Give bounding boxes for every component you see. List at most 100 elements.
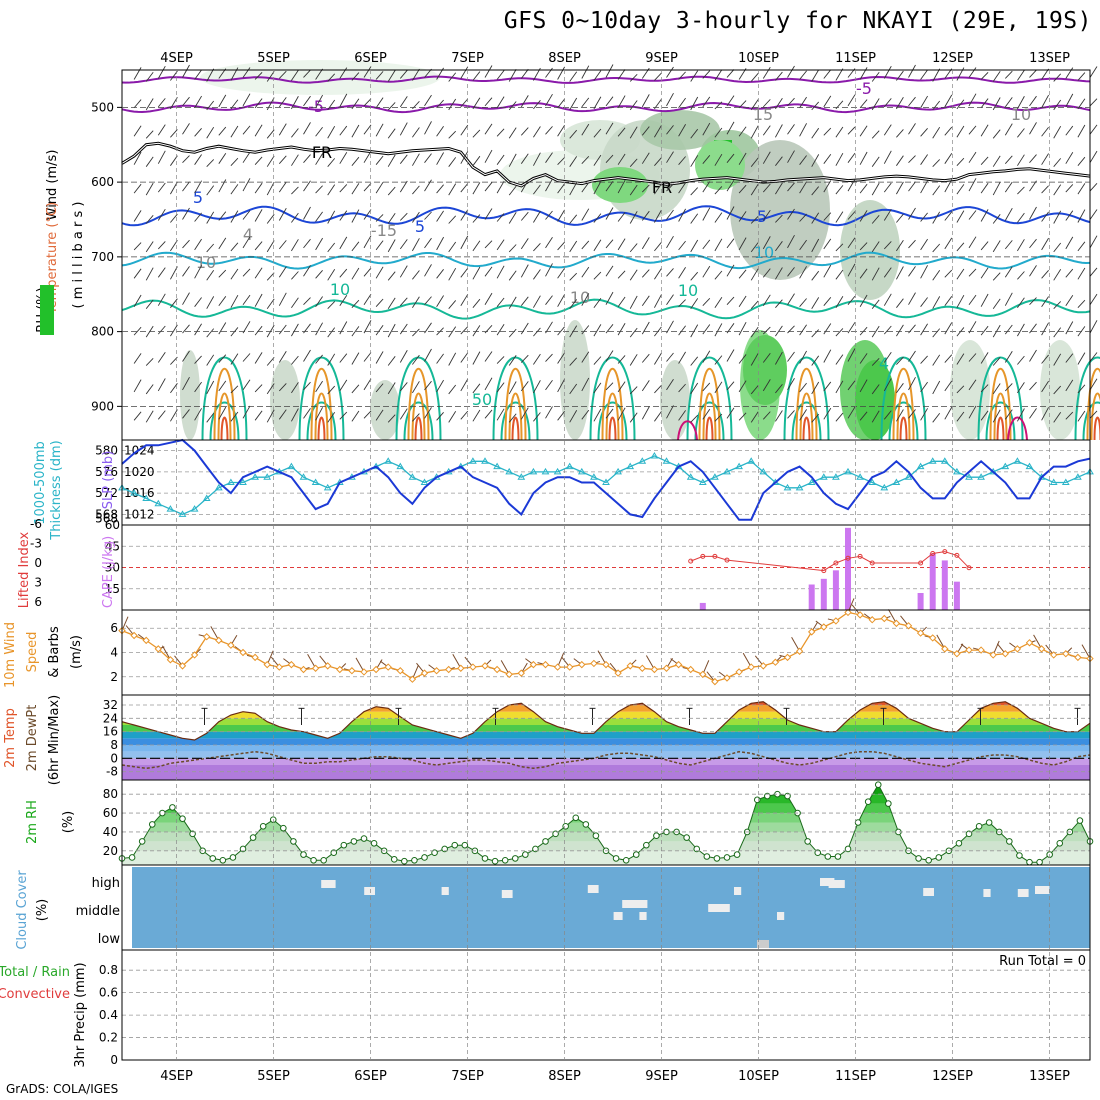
wind-barb bbox=[629, 327, 638, 338]
thk-point-56 bbox=[795, 483, 804, 491]
wind-barb bbox=[387, 154, 396, 167]
rh-point-40 bbox=[522, 851, 529, 858]
wind-point-48 bbox=[699, 670, 707, 679]
wind-barb bbox=[932, 354, 941, 366]
wind-barb bbox=[1041, 270, 1049, 279]
wind-barb bbox=[399, 96, 408, 108]
wind-barb bbox=[484, 240, 493, 249]
wind-barb bbox=[157, 293, 166, 306]
warm-column-7-0 bbox=[888, 401, 919, 441]
thk-point-23 bbox=[396, 462, 405, 470]
cape-tick-45: 45 bbox=[105, 539, 120, 553]
wind-barb bbox=[230, 385, 239, 394]
wind-point-38 bbox=[578, 660, 586, 669]
wind-point-74 bbox=[1013, 645, 1022, 653]
wind-barb bbox=[1029, 206, 1037, 220]
wind-barb bbox=[351, 267, 360, 280]
wind-point-19 bbox=[348, 667, 356, 675]
wind-barb bbox=[351, 72, 360, 81]
wind-barb bbox=[883, 124, 892, 136]
wind-barb bbox=[1089, 320, 1098, 334]
thk-point-79 bbox=[1074, 473, 1082, 480]
wind-barb bbox=[1017, 212, 1025, 223]
thk-point-45 bbox=[662, 457, 671, 464]
thk-point-49 bbox=[711, 473, 719, 480]
wind-barb bbox=[545, 236, 553, 249]
wind-barb bbox=[508, 185, 517, 196]
wind-barb bbox=[617, 95, 626, 109]
wind-barb bbox=[242, 93, 251, 107]
wind-barb bbox=[847, 152, 856, 163]
rh-point-51 bbox=[632, 851, 640, 858]
wind-barb bbox=[460, 326, 469, 335]
wind-barb bbox=[254, 293, 263, 307]
wind-barb bbox=[908, 292, 916, 305]
wind-barb bbox=[787, 410, 795, 419]
wind-barb bbox=[508, 413, 517, 423]
wind-barb bbox=[242, 210, 251, 220]
precip-legend-conv: Convective bbox=[0, 987, 70, 1002]
wind-barb bbox=[920, 408, 928, 421]
wind-barb bbox=[641, 406, 650, 420]
wind-barb bbox=[762, 326, 771, 335]
wind-barb bbox=[629, 295, 638, 309]
rh-point-25 bbox=[370, 839, 378, 847]
rh-shade-11 bbox=[370, 380, 400, 440]
warm-column-6-4 bbox=[802, 416, 811, 441]
wind-barb bbox=[363, 267, 372, 277]
rh-point-90 bbox=[1026, 858, 1033, 866]
wind-barb bbox=[339, 411, 348, 420]
wind-point-52 bbox=[747, 663, 755, 671]
rh-point-13 bbox=[249, 834, 257, 841]
wind-barb bbox=[908, 350, 916, 362]
wind-barb bbox=[847, 380, 856, 391]
wind-barb bbox=[920, 154, 928, 165]
wind-barb bbox=[569, 240, 578, 253]
wind-barb bbox=[133, 379, 142, 393]
cape-bar-1 bbox=[820, 578, 827, 610]
wind-barb bbox=[968, 321, 977, 334]
wind-barb bbox=[520, 322, 529, 335]
wind-barb bbox=[569, 409, 578, 423]
wind-barb bbox=[896, 97, 904, 110]
wind-barb bbox=[968, 125, 977, 135]
wind-barb bbox=[896, 70, 904, 81]
wind-barb bbox=[1029, 349, 1037, 362]
wind-barb bbox=[1041, 68, 1049, 80]
wind-point-8 bbox=[215, 636, 223, 645]
wind-barb bbox=[799, 96, 807, 109]
wind-barb bbox=[750, 215, 759, 224]
wind-barb bbox=[787, 293, 795, 305]
warm-column-9-2 bbox=[1086, 368, 1100, 441]
wind-barb bbox=[992, 181, 1001, 196]
wind-barb bbox=[545, 152, 553, 163]
wind-barb bbox=[448, 384, 457, 395]
contour-10 bbox=[121, 251, 1091, 270]
cape-tick-30: 30 bbox=[105, 561, 120, 575]
wind-barb bbox=[690, 324, 699, 338]
wind-barb bbox=[641, 126, 650, 136]
wind-barb bbox=[157, 241, 166, 250]
wind-barb bbox=[714, 381, 723, 394]
wind-barb bbox=[472, 383, 481, 394]
wind-barb bbox=[399, 323, 408, 335]
wind-barb bbox=[133, 242, 142, 251]
rh-point-88 bbox=[1006, 838, 1013, 845]
wind-barb bbox=[545, 67, 553, 78]
wind-barb bbox=[787, 65, 795, 78]
thk-point-42 bbox=[626, 462, 635, 470]
wind-barb bbox=[738, 100, 747, 109]
wind-barb bbox=[617, 270, 626, 279]
wind-barb bbox=[557, 326, 565, 336]
wind-barb bbox=[581, 97, 590, 108]
wind-point-23 bbox=[396, 667, 405, 675]
wind-barb bbox=[291, 96, 299, 110]
rh-point-80 bbox=[925, 856, 932, 864]
thk-tick-580: 580 bbox=[95, 444, 118, 458]
wind-barb bbox=[629, 158, 638, 167]
wind-barb bbox=[835, 152, 844, 166]
cape-bar-6 bbox=[941, 560, 948, 610]
wind-barb bbox=[218, 354, 227, 363]
contour-label-8: 10 bbox=[196, 253, 216, 272]
wind-barb bbox=[980, 325, 989, 336]
